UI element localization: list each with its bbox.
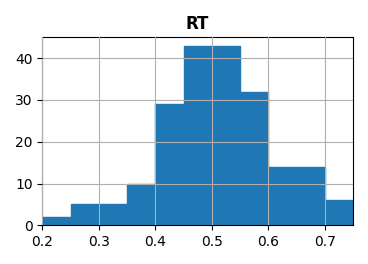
Bar [42,217,71,225]
Bar [240,92,268,225]
Bar [353,217,368,225]
Bar [268,167,297,225]
Bar [99,204,127,225]
Bar [297,167,325,225]
Bar [212,46,240,225]
Bar [325,200,353,225]
Bar [127,183,155,225]
Bar [155,104,184,225]
Title: RT: RT [186,15,209,33]
Bar [71,204,99,225]
Bar [184,46,212,225]
